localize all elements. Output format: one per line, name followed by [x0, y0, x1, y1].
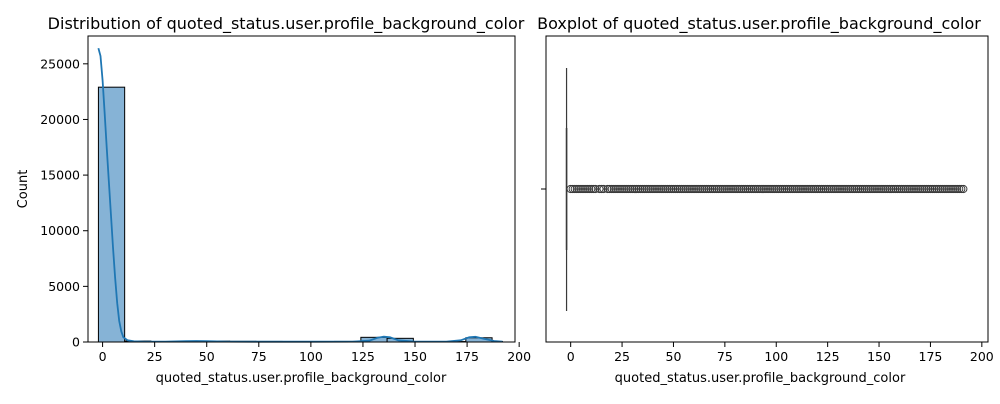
boxplot-x-tick-label-5: 125 — [816, 349, 840, 364]
histogram-bars — [98, 87, 502, 342]
kde-curve — [98, 48, 502, 342]
boxplot-chart: Boxplot of quoted_status.user.profile_ba… — [537, 14, 994, 386]
histogram-x-ticks: 0 25 50 75 100 125 150 175 200 — [99, 342, 532, 364]
boxplot-x-ticks: 0 25 50 75 100 125 150 175 200 — [567, 342, 994, 364]
histogram-y-tick-label-3: 15000 — [40, 168, 80, 183]
histogram-y-tick-label-4: 20000 — [40, 112, 80, 127]
histogram-axes-frame — [88, 36, 515, 342]
histogram-x-tick-label-7: 175 — [455, 349, 479, 364]
histogram-y-tick-label-5: 25000 — [40, 56, 80, 71]
histogram-x-tick-label-4: 100 — [299, 349, 323, 364]
histogram-x-tick-label-3: 75 — [251, 349, 267, 364]
boxplot-title: Boxplot of quoted_status.user.profile_ba… — [537, 14, 981, 34]
boxplot-x-tick-label-4: 100 — [764, 349, 788, 364]
histogram-x-label: quoted_status.user.profile_background_co… — [156, 371, 447, 386]
boxplot-outliers — [567, 185, 967, 192]
boxplot-x-tick-label-8: 200 — [970, 349, 994, 364]
histogram-x-tick-label-8: 200 — [507, 349, 531, 364]
boxplot-x-tick-label-1: 25 — [614, 349, 630, 364]
histogram-x-tick-label-5: 125 — [351, 349, 375, 364]
histogram-y-tick-label-1: 5000 — [48, 279, 80, 294]
histogram-y-ticks: 0 5000 10000 15000 20000 25000 — [40, 56, 88, 349]
histogram-chart: Distribution of quoted_status.user.profi… — [16, 14, 531, 386]
histogram-y-tick-label-2: 10000 — [40, 223, 80, 238]
histogram-y-tick-label-0: 0 — [72, 335, 80, 350]
boxplot-x-label: quoted_status.user.profile_background_co… — [615, 371, 906, 386]
boxplot-x-tick-label-7: 175 — [919, 349, 943, 364]
kde-curve-group — [98, 48, 502, 342]
histogram-title: Distribution of quoted_status.user.profi… — [48, 14, 525, 34]
boxplot-x-tick-label-0: 0 — [567, 349, 575, 364]
histogram-x-tick-label-0: 0 — [99, 349, 107, 364]
histogram-x-tick-label-2: 50 — [199, 349, 215, 364]
boxplot-x-tick-label-3: 75 — [717, 349, 733, 364]
boxplot-x-tick-label-6: 150 — [867, 349, 891, 364]
histogram-y-label: Count — [16, 170, 31, 209]
boxplot-x-tick-label-2: 50 — [666, 349, 682, 364]
histogram-x-tick-label-1: 25 — [147, 349, 163, 364]
histogram-x-tick-label-6: 150 — [403, 349, 427, 364]
